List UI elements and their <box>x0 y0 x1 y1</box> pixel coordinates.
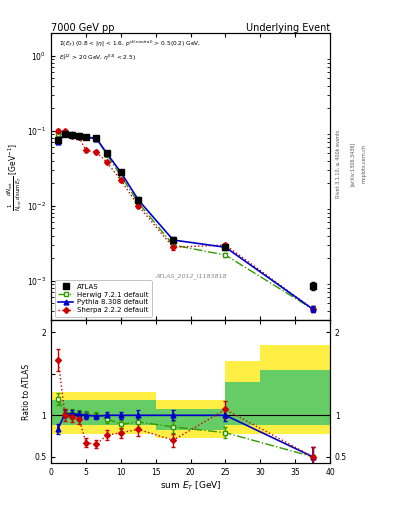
Y-axis label: Ratio to ATLAS: Ratio to ATLAS <box>22 364 31 420</box>
Text: mcplots.cern.ch: mcplots.cern.ch <box>362 144 367 183</box>
Text: ATLAS_2012_I1183818: ATLAS_2012_I1183818 <box>155 273 226 279</box>
X-axis label: sum $E_T$ [GeV]: sum $E_T$ [GeV] <box>160 480 221 493</box>
Y-axis label: $\frac{1}{N_\mathrm{evt}}\frac{dN_\mathrm{evt}}{d\,\mathrm{sum}\,E_T}\ [\mathrm{: $\frac{1}{N_\mathrm{evt}}\frac{dN_\mathr… <box>6 142 24 211</box>
Text: Rivet 3.1.10, ≥ 400k events: Rivet 3.1.10, ≥ 400k events <box>336 130 341 198</box>
Text: Underlying Event: Underlying Event <box>246 23 330 32</box>
Text: $\Sigma(E_T)$ (0.8 < $|\eta|$ < 1.6, $p^{\mathrm{ch(neutral)}}$ > 0.5(0.2) GeV,
: $\Sigma(E_T)$ (0.8 < $|\eta|$ < 1.6, $p^… <box>59 39 201 63</box>
Text: [arXiv:1306.3436]: [arXiv:1306.3436] <box>350 142 355 186</box>
Legend: ATLAS, Herwig 7.2.1 default, Pythia 8.308 default, Sherpa 2.2.2 default: ATLAS, Herwig 7.2.1 default, Pythia 8.30… <box>55 281 152 316</box>
Text: 7000 GeV pp: 7000 GeV pp <box>51 23 115 32</box>
